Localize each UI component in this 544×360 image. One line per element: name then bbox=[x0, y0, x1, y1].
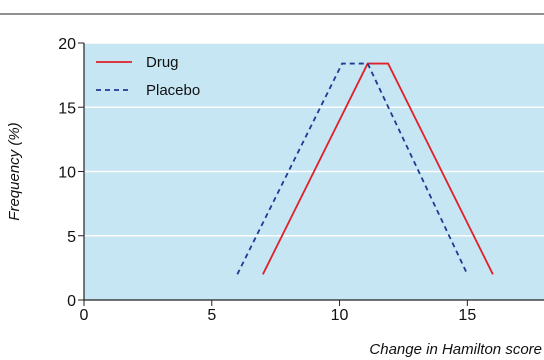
x-axis-title: Change in Hamilton score bbox=[369, 341, 542, 358]
x-tick-label: 0 bbox=[80, 307, 89, 324]
series-line-drug bbox=[262, 62, 494, 275]
x-tick-label: 10 bbox=[331, 307, 349, 324]
x-tick-label: 15 bbox=[458, 307, 476, 324]
y-tick-label: 20 bbox=[58, 36, 76, 53]
series-line-placebo bbox=[236, 62, 469, 275]
y-tick-label: 10 bbox=[58, 165, 76, 182]
x-ticks: 0 5 10 15 bbox=[80, 300, 476, 324]
legend-label-drug: Drug bbox=[146, 54, 179, 71]
legend: Drug Placebo bbox=[96, 54, 200, 99]
series-layer bbox=[236, 62, 494, 275]
legend-label-placebo: Placebo bbox=[146, 82, 200, 99]
y-tick-label: 15 bbox=[58, 100, 76, 117]
y-axis-title: Frequency (%) bbox=[6, 122, 23, 220]
y-ticks: 0 5 10 15 20 bbox=[58, 36, 84, 310]
x-tick-label: 5 bbox=[207, 307, 216, 324]
y-tick-label: 0 bbox=[67, 293, 76, 310]
y-tick-label: 5 bbox=[67, 229, 76, 246]
